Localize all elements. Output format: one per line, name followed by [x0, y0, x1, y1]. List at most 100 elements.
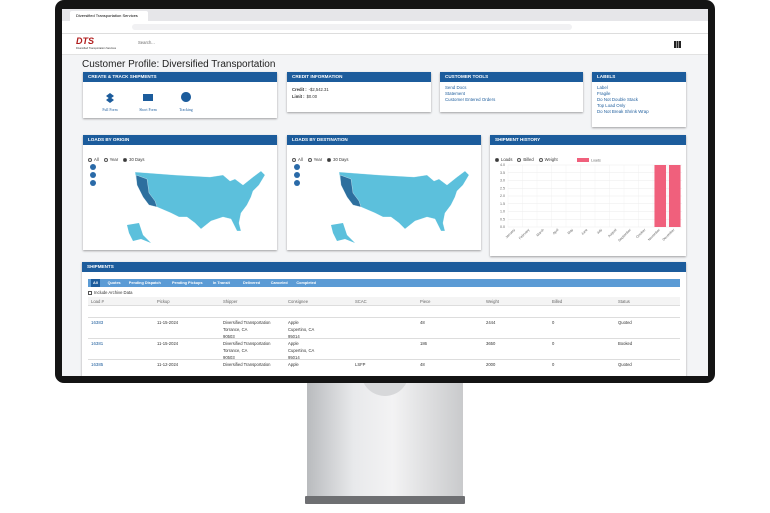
- radio[interactable]: [495, 157, 499, 162]
- legend-swatch[interactable]: [577, 158, 589, 162]
- radio-option[interactable]: Year: [103, 157, 118, 162]
- menu-icon[interactable]: [674, 41, 681, 48]
- load-link[interactable]: 16383: [91, 320, 104, 325]
- x-tick-label: October: [635, 227, 647, 239]
- shipment-action[interactable]: Short Form: [133, 90, 163, 112]
- us-map: [90, 164, 266, 243]
- cell: 0: [552, 362, 555, 367]
- checkbox[interactable]: [88, 290, 92, 295]
- column-header[interactable]: Weight: [486, 298, 499, 304]
- x-tick-label: January: [505, 228, 517, 240]
- column-header[interactable]: Status: [618, 298, 630, 304]
- radio[interactable]: [103, 157, 108, 162]
- action-label: Tracking: [179, 108, 193, 112]
- tab-bar: [62, 9, 708, 21]
- card-header: SHIPMENT HISTORY: [490, 135, 686, 145]
- credit-card: CREDIT INFORMATION Credit : -$2,542.31 Lim…: [287, 72, 431, 112]
- us-states[interactable]: [338, 170, 470, 232]
- cell-line: Torrance, CA: [223, 327, 248, 332]
- x-tick-label: July: [596, 228, 603, 235]
- shipment-tab[interactable]: Canceled: [270, 281, 288, 285]
- label-link[interactable]: Do Not Double Stack: [597, 97, 638, 102]
- shipment-tab[interactable]: All: [91, 279, 100, 287]
- url-field[interactable]: [132, 24, 572, 30]
- radio[interactable]: [538, 157, 543, 162]
- shipments-card: SHIPMENTS All Quotes Pending Dispatch Pendi…: [82, 262, 686, 376]
- legend-dot: [90, 180, 96, 186]
- radio[interactable]: [517, 157, 522, 162]
- us-states[interactable]: [134, 170, 266, 232]
- archive-checkbox[interactable]: Include Archive Data: [88, 290, 132, 295]
- radio-option[interactable]: Billed: [517, 157, 534, 162]
- cell-line: Cupertino, CA: [288, 327, 315, 332]
- shipment-tab[interactable]: In Transit: [213, 281, 230, 285]
- cell: 11-15-2024: [157, 320, 179, 325]
- column-header[interactable]: SCAC: [355, 298, 367, 304]
- action-label: Full Form: [102, 108, 118, 112]
- shipment-tab[interactable]: Completed: [296, 281, 317, 285]
- cell-line: 95014: [288, 355, 300, 360]
- radio-label: 30 Days: [129, 157, 145, 162]
- shipment-tab[interactable]: Quotes: [107, 281, 121, 285]
- tool-link[interactable]: Send Docs: [445, 85, 467, 90]
- app-header: [62, 34, 708, 55]
- alaska[interactable]: [127, 223, 151, 243]
- shipment-action[interactable]: Tracking: [171, 90, 201, 112]
- cell-line: Torrance, CA: [223, 348, 248, 353]
- search[interactable]: Search...: [138, 40, 155, 45]
- radio-label: Weight: [544, 157, 558, 162]
- radio-option[interactable]: All: [88, 157, 99, 162]
- shipment-action[interactable]: Full Form: [95, 90, 125, 112]
- radio[interactable]: [307, 157, 312, 162]
- cell-line: Diversified Transportation: [223, 362, 271, 367]
- icon-shape: [106, 93, 114, 103]
- tool-link[interactable]: Customer Entered Orders: [445, 97, 496, 102]
- radio-option[interactable]: Weight: [538, 157, 558, 162]
- column-header[interactable]: Load #: [91, 298, 104, 304]
- column-header[interactable]: Billed: [552, 298, 563, 304]
- tool-link[interactable]: Statement: [445, 91, 466, 96]
- browser-tab[interactable]: Diversified Transportation Services: [70, 11, 148, 21]
- shipment-tab[interactable]: Pending Pickups: [172, 281, 203, 285]
- x-tick-label: March: [535, 228, 545, 238]
- radio-option[interactable]: All: [292, 157, 303, 162]
- column-header[interactable]: Pickup: [157, 298, 170, 304]
- legend-label[interactable]: Loads: [591, 159, 601, 163]
- load-link[interactable]: 16381: [91, 341, 104, 346]
- card-header: CREDIT INFORMATION: [287, 72, 431, 82]
- x-tick-label: April: [552, 228, 560, 236]
- radio[interactable]: [88, 157, 92, 162]
- radio-option[interactable]: 30 Days: [123, 157, 145, 162]
- x-tick-label: November: [647, 227, 662, 242]
- load-link[interactable]: 16385: [91, 362, 104, 367]
- shipment-tab[interactable]: Delivered: [243, 281, 261, 285]
- radio-option[interactable]: Year: [307, 157, 322, 162]
- logo[interactable]: DTS: [76, 36, 94, 46]
- map-group: [331, 170, 470, 243]
- label-link[interactable]: Fragile: [597, 91, 611, 96]
- label-link[interactable]: Top Load Only: [597, 103, 626, 108]
- radio[interactable]: [327, 157, 332, 162]
- cell: 0: [552, 341, 555, 346]
- cell-line: Cupertino, CA: [288, 348, 315, 353]
- bar: [668, 165, 681, 227]
- label-link[interactable]: Do Not Break Shrink Wrap: [597, 109, 649, 114]
- radio[interactable]: [123, 157, 128, 162]
- x-tick-label: September: [617, 227, 632, 242]
- column-header[interactable]: Consignee: [288, 298, 309, 304]
- credit-row: Credit : -$2,542.31: [292, 86, 426, 93]
- cell: 11-12-2024: [157, 362, 179, 367]
- tools-card: CUSTOMER TOOLS Send Docs Statement Custome…: [440, 72, 583, 112]
- california[interactable]: [135, 174, 158, 208]
- shipment-tab[interactable]: Pending Dispatch: [128, 281, 161, 285]
- legend-dot: [294, 180, 300, 186]
- action-icon: [106, 93, 114, 103]
- alaska[interactable]: [331, 223, 355, 243]
- radio-option[interactable]: Loads: [495, 157, 512, 162]
- radio[interactable]: [292, 157, 296, 162]
- column-header[interactable]: Shipper: [223, 298, 238, 304]
- column-header[interactable]: Piece: [420, 298, 431, 304]
- label-link[interactable]: Label: [597, 85, 608, 90]
- california[interactable]: [339, 174, 362, 208]
- radio-option[interactable]: 30 Days: [327, 157, 349, 162]
